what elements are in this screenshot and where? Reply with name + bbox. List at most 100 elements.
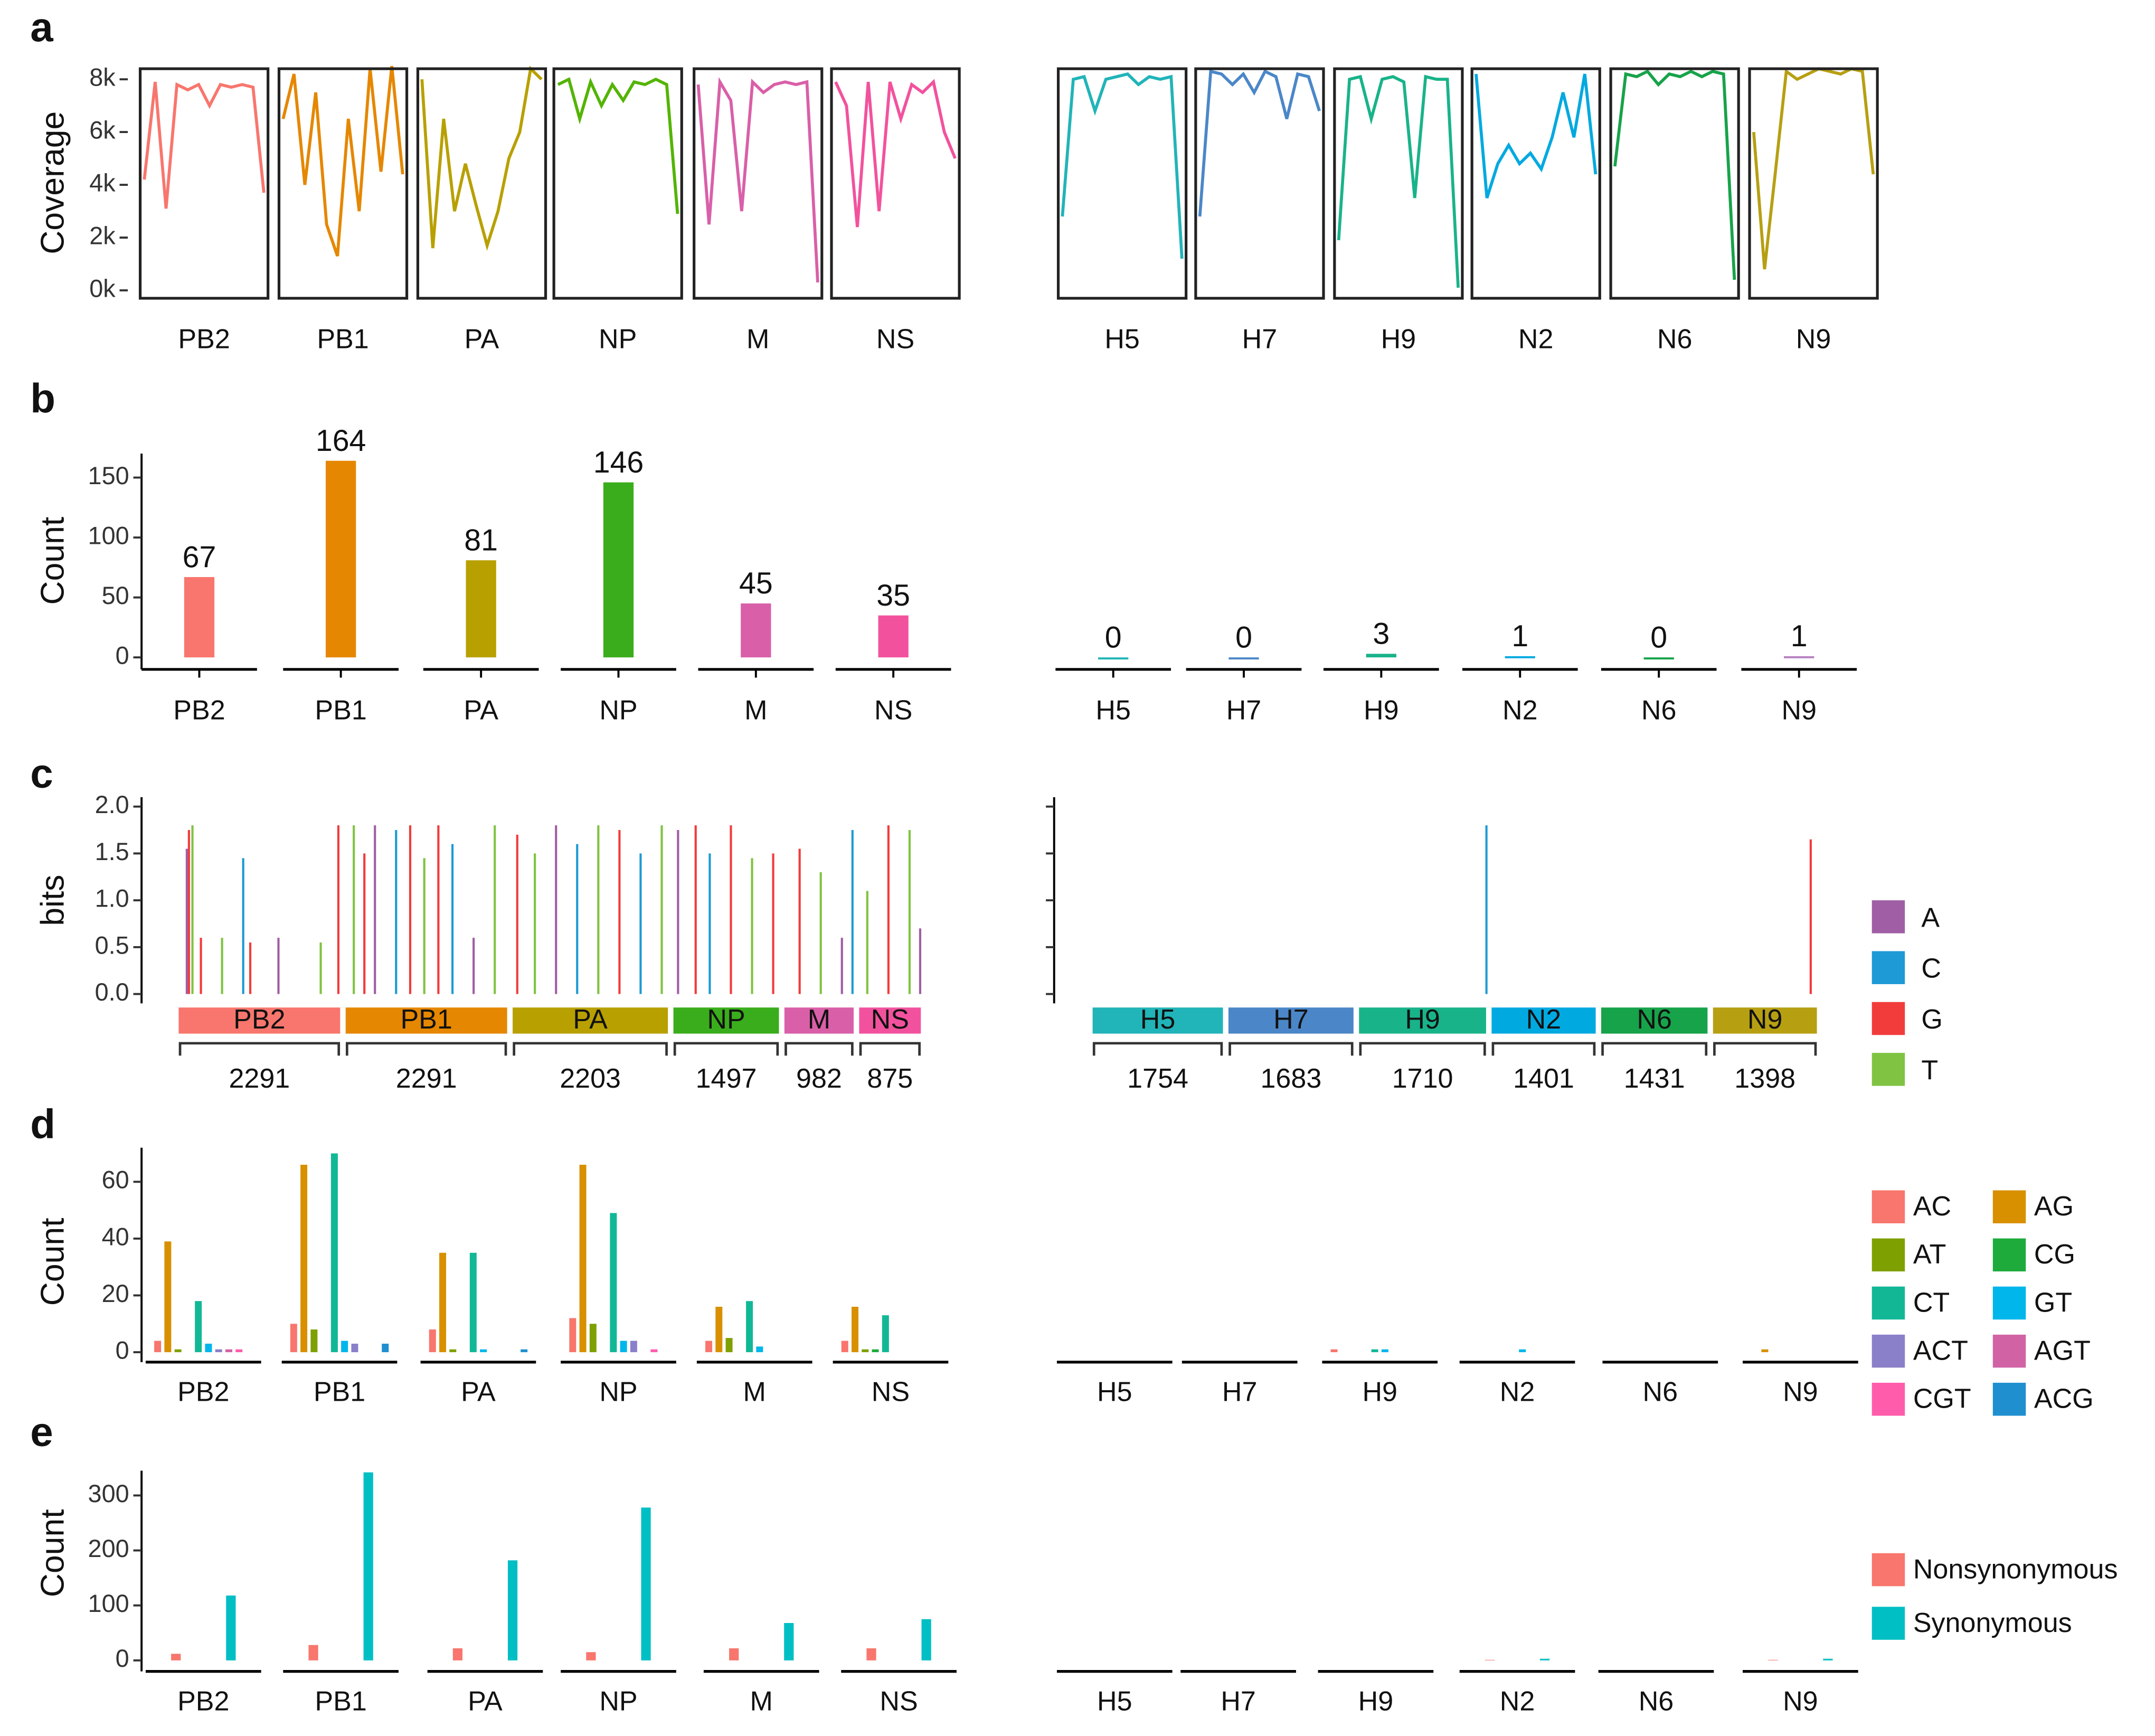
segment-length: 875 bbox=[867, 1063, 913, 1094]
x-tick-label: N6 bbox=[1641, 695, 1677, 725]
x-tick-label: H5 bbox=[1097, 1686, 1132, 1716]
logo-bar bbox=[516, 834, 518, 994]
segment-box bbox=[1713, 1007, 1817, 1034]
legend-label: CG bbox=[2034, 1239, 2075, 1270]
y-tick-label: 100 bbox=[88, 1590, 129, 1617]
bar bbox=[469, 1252, 477, 1353]
x-tick-label: H9 bbox=[1362, 1377, 1397, 1408]
x-tick-label: NP bbox=[599, 1686, 637, 1716]
logo-bar bbox=[677, 830, 679, 994]
coverage-line bbox=[143, 81, 266, 209]
y-tick-label: 0 bbox=[116, 1645, 129, 1672]
x-tick-label: PB1 bbox=[315, 695, 366, 725]
bar bbox=[235, 1349, 243, 1353]
logo-bar bbox=[221, 938, 223, 994]
bracket bbox=[1713, 1042, 1817, 1056]
bar bbox=[872, 1349, 879, 1353]
segment-box bbox=[1601, 1007, 1708, 1034]
x-tick-label: H9 bbox=[1381, 324, 1416, 354]
panel-label: a bbox=[30, 4, 53, 50]
bar bbox=[466, 560, 496, 658]
bracket bbox=[1359, 1042, 1486, 1056]
y-axis-label: Count bbox=[34, 1509, 71, 1597]
legend-swatch bbox=[1872, 1002, 1905, 1035]
segment-label: M bbox=[808, 1004, 830, 1035]
bar bbox=[1098, 657, 1129, 660]
logo-bar bbox=[534, 853, 536, 994]
segment-length: 1683 bbox=[1260, 1063, 1321, 1094]
legend-label: Nonsynonymous bbox=[1913, 1554, 2118, 1584]
coverage-line bbox=[1337, 74, 1460, 288]
legend-label: C bbox=[1921, 954, 1941, 984]
bracket bbox=[859, 1042, 921, 1056]
panel-box bbox=[552, 67, 683, 300]
value-label: 0 bbox=[1650, 620, 1667, 654]
legend-label: G bbox=[1921, 1004, 1942, 1035]
value-label: 1 bbox=[1511, 619, 1528, 653]
panel-box bbox=[1056, 67, 1188, 300]
y-tick-label: 50 bbox=[102, 582, 129, 609]
bar bbox=[363, 1472, 373, 1660]
segment-length: 2291 bbox=[229, 1063, 290, 1094]
legend-swatch bbox=[1872, 1553, 1905, 1587]
logo-bar bbox=[374, 825, 376, 994]
logo-bar bbox=[555, 825, 557, 994]
panel-label: b bbox=[30, 375, 55, 421]
bar bbox=[852, 1307, 859, 1353]
x-tick-label: H7 bbox=[1226, 695, 1262, 725]
bar bbox=[1519, 1349, 1526, 1353]
panel-box bbox=[830, 67, 961, 300]
coverage-line bbox=[1198, 69, 1321, 217]
legend-swatch bbox=[1872, 1238, 1905, 1272]
segment-length: 1431 bbox=[1624, 1063, 1685, 1094]
logo-bar bbox=[887, 825, 890, 994]
x-tick-label: PA bbox=[464, 695, 498, 725]
y-tick-label: 0.5 bbox=[95, 931, 129, 959]
y-tick-label: 8k bbox=[89, 64, 116, 91]
bar bbox=[184, 577, 215, 658]
y-tick-label: 0 bbox=[116, 1336, 129, 1364]
segment-label: PA bbox=[573, 1004, 608, 1035]
bar bbox=[1228, 657, 1259, 660]
bar bbox=[325, 460, 356, 658]
segment-box bbox=[345, 1007, 507, 1034]
segment-label: H9 bbox=[1405, 1004, 1440, 1035]
logo-bar bbox=[639, 853, 642, 994]
coverage-line bbox=[696, 77, 819, 283]
logo-bar bbox=[694, 825, 697, 994]
bracket bbox=[1491, 1042, 1596, 1056]
value-label: 3 bbox=[1373, 617, 1390, 651]
logo-bar bbox=[191, 825, 194, 994]
x-tick-label: NP bbox=[599, 1377, 637, 1408]
panel-box bbox=[138, 67, 270, 300]
bar bbox=[866, 1648, 876, 1660]
y-tick-label: 60 bbox=[102, 1166, 129, 1194]
bar bbox=[452, 1648, 463, 1660]
legend-label: AC bbox=[1913, 1191, 1951, 1222]
segment-label: N9 bbox=[1747, 1004, 1783, 1035]
legend-label: AG bbox=[2034, 1191, 2074, 1222]
legend-swatch bbox=[1872, 1382, 1905, 1416]
segment-label: N6 bbox=[1637, 1004, 1672, 1035]
legend-label: ACT bbox=[1913, 1335, 1968, 1366]
x-tick-label: NS bbox=[874, 695, 912, 725]
segment-length: 1710 bbox=[1392, 1063, 1453, 1094]
y-tick-label: 4k bbox=[89, 169, 116, 196]
bar bbox=[205, 1343, 212, 1353]
bar bbox=[620, 1341, 627, 1353]
bar bbox=[310, 1329, 318, 1353]
y-tick-label: 2k bbox=[89, 222, 116, 249]
bar bbox=[429, 1329, 436, 1353]
coverage-line bbox=[834, 79, 957, 228]
bar bbox=[300, 1165, 308, 1353]
coverage-line bbox=[281, 65, 404, 257]
y-axis-label: Coverage bbox=[34, 111, 71, 254]
bar bbox=[439, 1252, 447, 1353]
bar bbox=[650, 1349, 658, 1353]
x-tick-label: H5 bbox=[1095, 695, 1131, 725]
panel-box bbox=[693, 67, 824, 300]
segment-box bbox=[1092, 1007, 1223, 1034]
y-tick-label: 2.0 bbox=[95, 791, 129, 818]
bar bbox=[225, 1349, 232, 1353]
